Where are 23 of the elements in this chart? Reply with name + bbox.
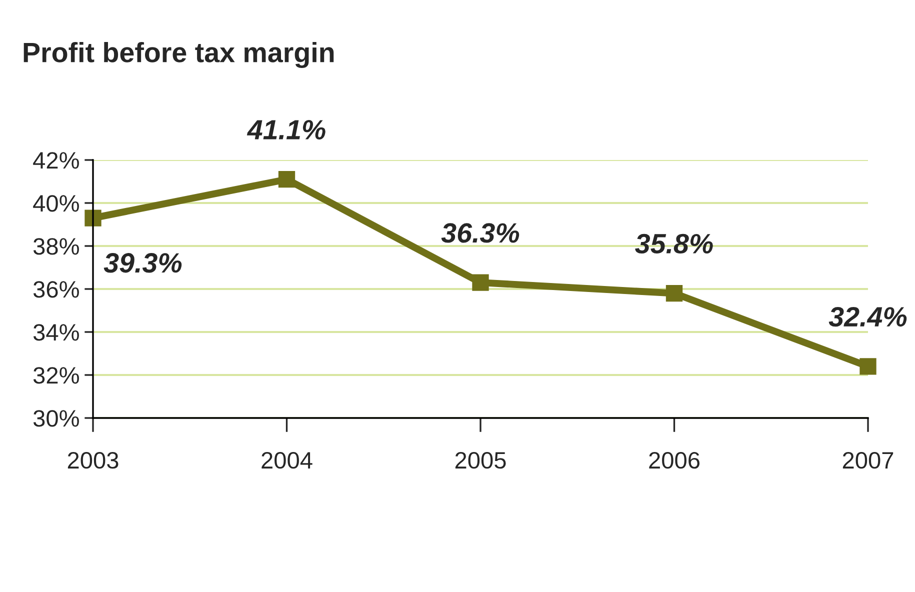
point [860,358,876,375]
point [666,284,683,302]
chart-title: Profit before tax margin [24,42,334,68]
x-tick-label: 2003 [68,452,118,469]
data-label: 35.8% [635,234,713,254]
x-tick-label: 2006 [649,452,700,469]
y-tick-label: 36% [33,281,79,298]
y-tick-label: 42% [33,152,79,169]
y-tick-label: 34% [33,324,79,341]
x-tick-label: 2004 [262,452,312,469]
data-label: 36.3% [441,223,520,243]
data-label: 41.1% [246,120,326,140]
y-tick-label: 40% [33,195,79,212]
point [472,274,489,291]
y-tick-label: 32% [33,367,79,384]
data-label: 32.4% [828,306,907,327]
x-tick-label: 2005 [455,452,506,469]
point [84,210,102,226]
x-tick-label: 2007 [842,452,894,469]
data-label: 39.3% [104,253,182,273]
point [278,171,296,188]
y-tick-label: 30% [33,410,79,427]
y-tick-label: 38% [33,238,79,255]
